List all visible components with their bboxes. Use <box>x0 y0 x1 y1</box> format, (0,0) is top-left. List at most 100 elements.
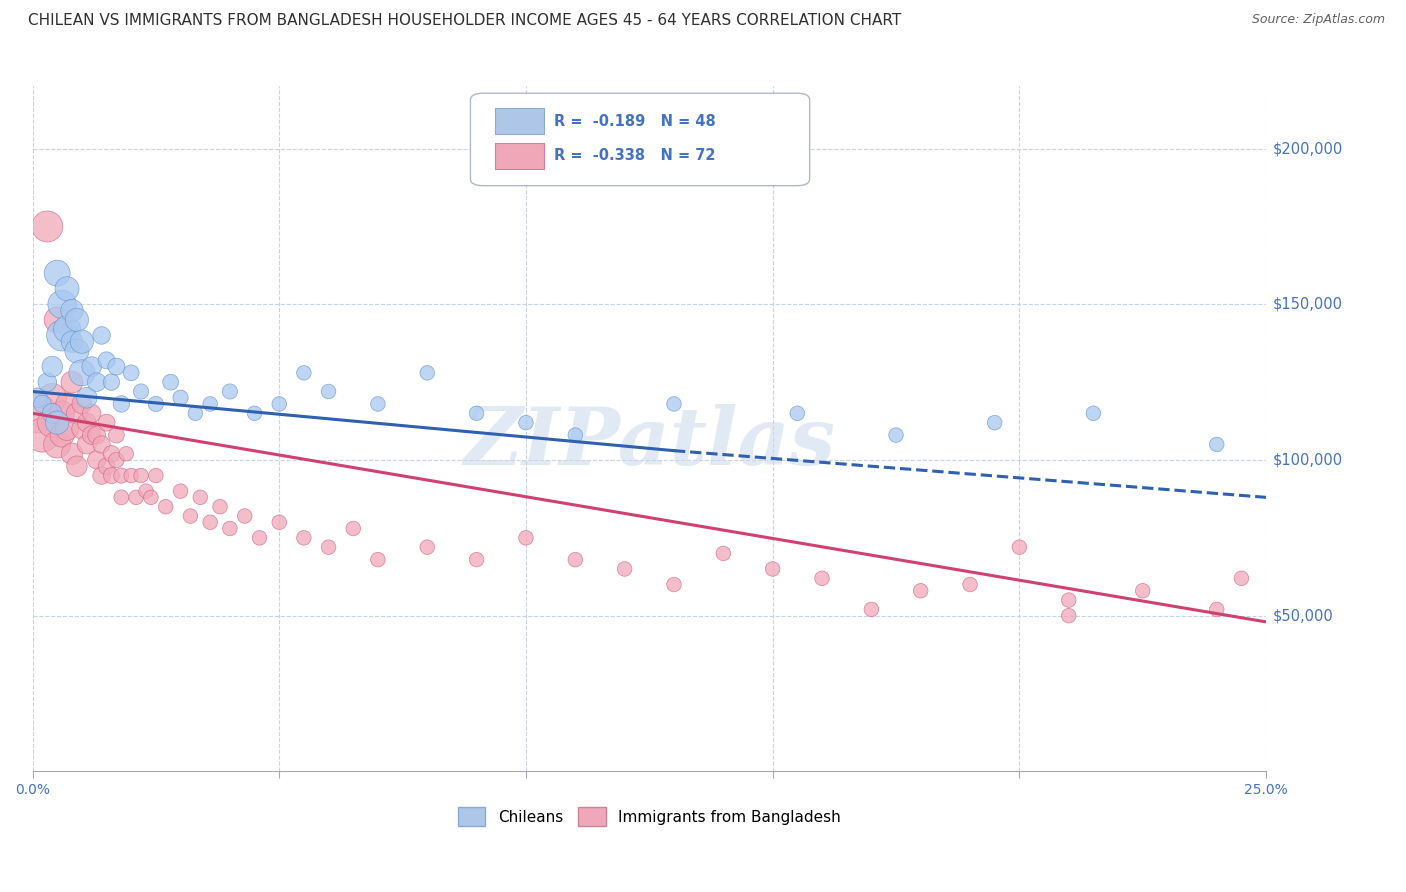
Point <box>233 509 256 524</box>
Point <box>66 313 89 327</box>
Bar <box>495 143 544 169</box>
Point <box>218 521 240 535</box>
Point <box>46 437 69 451</box>
Point <box>51 297 73 311</box>
Point <box>155 500 177 514</box>
Point <box>188 491 211 505</box>
Point <box>66 344 89 359</box>
Point <box>86 375 108 389</box>
Point <box>662 397 685 411</box>
Point <box>100 375 122 389</box>
Point <box>27 406 49 420</box>
Point <box>662 577 685 591</box>
Point <box>41 359 63 374</box>
Point <box>41 406 63 420</box>
FancyBboxPatch shape <box>471 93 810 186</box>
Point <box>86 428 108 442</box>
Point <box>1057 593 1080 607</box>
Text: Source: ZipAtlas.com: Source: ZipAtlas.com <box>1251 13 1385 27</box>
Point <box>110 468 132 483</box>
Point <box>76 437 98 451</box>
Point <box>96 353 118 368</box>
Point <box>76 416 98 430</box>
Text: $150,000: $150,000 <box>1272 297 1343 312</box>
Point <box>120 468 142 483</box>
Text: ZIPatlas: ZIPatlas <box>463 404 835 482</box>
Text: $200,000: $200,000 <box>1272 141 1343 156</box>
Point <box>46 313 69 327</box>
Point <box>811 571 834 585</box>
Point <box>613 562 636 576</box>
Point <box>465 406 488 420</box>
Point <box>110 491 132 505</box>
Point <box>100 468 122 483</box>
Text: R =  -0.189   N = 48: R = -0.189 N = 48 <box>554 114 716 128</box>
Point <box>105 359 128 374</box>
Bar <box>495 108 544 135</box>
Point <box>269 515 291 529</box>
Point <box>959 577 981 591</box>
Point <box>145 397 167 411</box>
Point <box>66 459 89 474</box>
Point <box>465 552 488 566</box>
Text: CHILEAN VS IMMIGRANTS FROM BANGLADESH HOUSEHOLDER INCOME AGES 45 - 64 YEARS CORR: CHILEAN VS IMMIGRANTS FROM BANGLADESH HO… <box>28 13 901 29</box>
Point <box>70 422 93 436</box>
Point <box>1205 437 1227 451</box>
Point <box>860 602 883 616</box>
Point <box>80 406 103 420</box>
Point <box>129 384 152 399</box>
Point <box>342 521 364 535</box>
Point <box>46 416 69 430</box>
Point <box>41 416 63 430</box>
Point <box>100 447 122 461</box>
Point <box>90 437 112 451</box>
Point <box>1057 608 1080 623</box>
Point <box>1008 540 1031 554</box>
Point <box>179 509 201 524</box>
Point <box>564 552 586 566</box>
Point <box>90 328 112 343</box>
Point <box>90 468 112 483</box>
Point <box>96 459 118 474</box>
Point <box>169 484 191 499</box>
Point <box>27 391 49 405</box>
Point <box>51 406 73 420</box>
Point <box>786 406 808 420</box>
Point <box>41 391 63 405</box>
Text: R =  -0.338   N = 72: R = -0.338 N = 72 <box>554 148 716 163</box>
Point <box>120 366 142 380</box>
Point <box>46 266 69 280</box>
Point <box>31 397 53 411</box>
Point <box>318 540 340 554</box>
Point <box>292 531 315 545</box>
Point <box>31 428 53 442</box>
Point <box>910 583 932 598</box>
Point <box>80 428 103 442</box>
Point <box>983 416 1005 430</box>
Legend: Chileans, Immigrants from Bangladesh: Chileans, Immigrants from Bangladesh <box>451 801 846 832</box>
Point <box>70 366 93 380</box>
Point <box>416 540 439 554</box>
Point <box>37 219 59 234</box>
Point <box>135 484 157 499</box>
Point <box>66 406 89 420</box>
Point <box>249 531 271 545</box>
Point <box>884 428 907 442</box>
Point <box>1205 602 1227 616</box>
Point <box>198 515 221 529</box>
Point <box>318 384 340 399</box>
Point <box>37 375 59 389</box>
Point <box>208 500 231 514</box>
Point <box>110 397 132 411</box>
Point <box>80 359 103 374</box>
Text: $50,000: $50,000 <box>1272 608 1333 624</box>
Point <box>169 391 191 405</box>
Point <box>60 303 83 318</box>
Point <box>56 322 79 336</box>
Point <box>105 428 128 442</box>
Point <box>76 391 98 405</box>
Point <box>711 546 734 560</box>
Point <box>60 375 83 389</box>
Point <box>218 384 240 399</box>
Point <box>1230 571 1253 585</box>
